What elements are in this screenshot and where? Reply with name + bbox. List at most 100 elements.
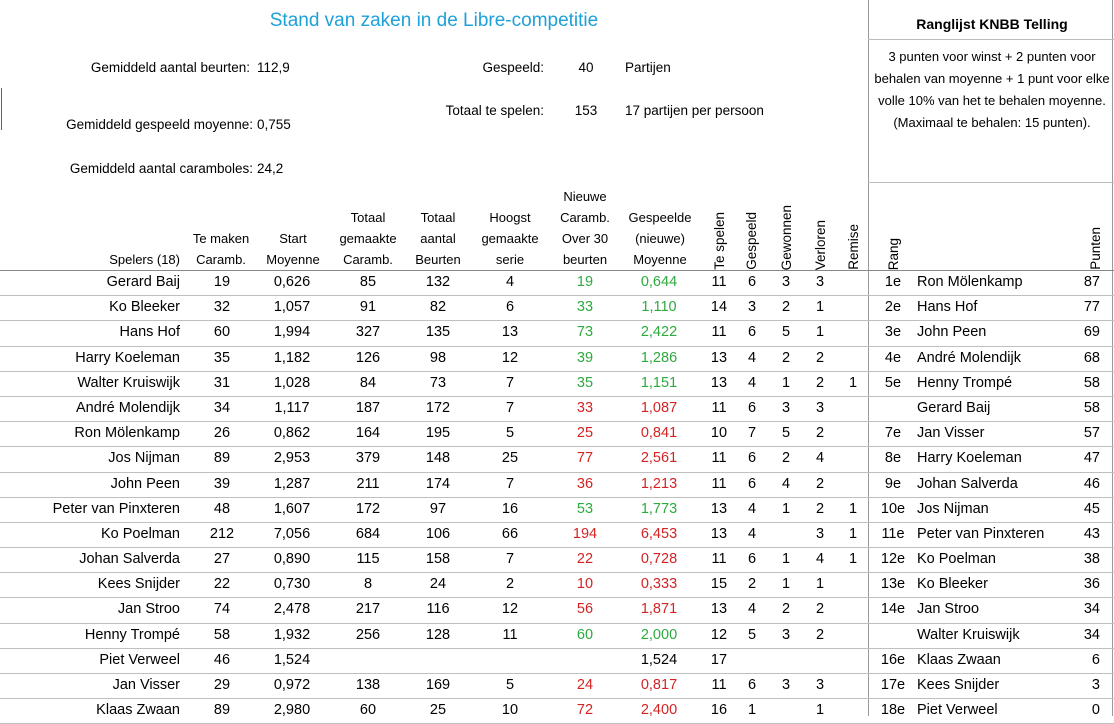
- gespeeld-cell: 6: [747, 399, 757, 416]
- header-spelers: Spelers (18): [109, 252, 180, 267]
- player-name: Kees Snijder: [97, 576, 180, 593]
- verloren-cell: 2: [815, 374, 825, 391]
- beurten-cell: 97: [429, 500, 447, 517]
- totaal-cell: 684: [355, 525, 381, 542]
- totaal-cell: 379: [355, 450, 381, 467]
- verloren-cell: 2: [815, 626, 825, 643]
- gewonnen-cell: 1: [781, 576, 791, 593]
- gespeeld-cell: 7: [747, 425, 757, 442]
- gespeeld-cell: 4: [747, 500, 757, 517]
- totaal-cell: 172: [355, 500, 381, 517]
- header-start: Start Moyenne: [266, 231, 320, 267]
- te-maken-cell: 35: [213, 349, 231, 366]
- te-maken-cell: 39: [213, 475, 231, 492]
- start-cell: 2,478: [273, 601, 311, 618]
- avg-moyenne-label: Gemiddeld gespeeld moyenne:: [66, 117, 253, 132]
- player-name: John Peen: [110, 475, 180, 492]
- moyenne-cell: 1,213: [640, 475, 678, 492]
- totaal-cell: 138: [355, 677, 381, 693]
- header-nieuwe: Nieuwe Caramb. Over 30 beurten: [560, 189, 610, 267]
- nieuwe-cell: 194: [572, 525, 598, 542]
- totaal-cell: 164: [355, 425, 381, 442]
- rank-name: Harry Koeleman: [917, 450, 1022, 467]
- moyenne-cell: 0,817: [640, 677, 678, 693]
- gespeeld-cell: 6: [747, 475, 757, 492]
- gewonnen-cell: 3: [781, 399, 791, 416]
- avg-moyenne-value: 0,755: [257, 117, 291, 132]
- moyenne-cell: 1,286: [640, 349, 678, 366]
- rank-position: 8e: [884, 450, 902, 467]
- nieuwe-cell: 77: [576, 450, 594, 467]
- totaal-cell: 91: [359, 299, 377, 316]
- moyenne-cell: 1,773: [640, 500, 678, 517]
- gespeeld-unit: Partijen: [625, 60, 671, 75]
- te-maken-cell: 89: [213, 702, 231, 719]
- te-maken-cell: 31: [213, 374, 231, 391]
- serie-cell: 66: [501, 525, 519, 542]
- te-spelen-cell: 11: [711, 399, 727, 416]
- table-row: Klaas Zwaan 89 2,980 60 25 10 72 2,400 16 1 1 18e Pi…: [0, 699, 1114, 724]
- rank-position: 7e: [884, 425, 902, 442]
- beurten-cell: 158: [425, 551, 451, 568]
- table-row: Ko Bleeker 32 1,057 91 82 6 33 1,110 14 3 2 1 2e Hans…: [0, 296, 1114, 322]
- gespeeld-value: 40: [578, 60, 594, 75]
- avg-carambole-label: Gemiddeld aantal caramboles:: [69, 161, 253, 176]
- table-row: Jan Visser 29 0,972 138 169 5 24 0,817 11 6 3 3 17e K…: [0, 674, 1114, 700]
- nieuwe-cell: 19: [576, 274, 594, 290]
- rank-name: Jos Nijman: [917, 500, 989, 517]
- avg-beurten-label: Gemiddeld aantal beurten:: [90, 60, 250, 75]
- moyenne-cell: 2,561: [640, 450, 678, 467]
- remise-cell: 1: [848, 551, 858, 568]
- ranking-title: Ranglijst KNBB Telling: [916, 16, 1068, 32]
- gespeeld-cell: 6: [747, 450, 757, 467]
- rank-points: 77: [1083, 299, 1100, 316]
- nieuwe-cell: 25: [576, 425, 594, 442]
- beurten-cell: 73: [429, 374, 447, 391]
- gewonnen-cell: 1: [781, 374, 791, 391]
- totaal-cell: 211: [356, 475, 380, 492]
- moyenne-cell: 2,000: [640, 626, 678, 643]
- rank-position: 13e: [880, 576, 906, 593]
- rank-points: 68: [1083, 349, 1100, 366]
- serie-cell: 25: [501, 450, 519, 467]
- rank-name: Klaas Zwaan: [917, 651, 1001, 668]
- table-row: Kees Snijder 22 0,730 8 24 2 10 0,333 15 2 1 1 13e Ko…: [0, 573, 1114, 599]
- rank-position: 12e: [880, 551, 906, 568]
- beurten-cell: 195: [425, 425, 451, 442]
- te-spelen-cell: 13: [710, 601, 728, 618]
- header-totaal-beurten: Totaal aantal Beurten: [415, 210, 461, 267]
- serie-cell: 7: [505, 475, 515, 492]
- moyenne-cell: 6,453: [640, 525, 678, 542]
- totaal-cell: 60: [359, 702, 377, 719]
- te-maken-cell: 46: [213, 651, 231, 668]
- te-spelen-cell: 14: [710, 299, 728, 316]
- gespeeld-cell: 5: [747, 626, 757, 643]
- nieuwe-cell: 72: [576, 702, 594, 719]
- rank-name: Piet Verweel: [917, 702, 998, 719]
- serie-cell: 2: [505, 576, 515, 593]
- te-spelen-cell: 16: [710, 702, 728, 719]
- table-row: Johan Salverda 27 0,890 115 158 7 22 0,728 11 6 1 4…: [0, 548, 1114, 574]
- te-spelen-cell: 17: [710, 651, 728, 668]
- verloren-cell: 2: [815, 425, 825, 442]
- rank-points: 3: [1091, 677, 1100, 693]
- gespeeld-cell: 6: [747, 274, 757, 290]
- rank-points: 34: [1083, 626, 1100, 643]
- totaal-cell: 85: [359, 274, 377, 290]
- verloren-cell: 1: [815, 324, 825, 341]
- remise-cell: 1: [848, 525, 858, 542]
- rank-name: Gerard Baij: [917, 399, 991, 416]
- te-maken-cell: 26: [213, 425, 231, 442]
- header-gewonnen: Gewonnen: [778, 204, 794, 270]
- gewonnen-cell: 3: [781, 274, 791, 290]
- rank-position: 3e: [884, 324, 902, 341]
- moyenne-cell: 0,644: [640, 274, 678, 290]
- te-maken-cell: 22: [213, 576, 231, 593]
- player-name: Jan Stroo: [117, 601, 180, 618]
- gespeeld-cell: 2: [747, 576, 757, 593]
- serie-cell: 16: [501, 500, 519, 517]
- tespelen-value: 153: [574, 103, 598, 118]
- start-cell: 0,730: [273, 576, 311, 593]
- te-maken-cell: 32: [213, 299, 231, 316]
- gespeeld-cell: 4: [747, 374, 757, 391]
